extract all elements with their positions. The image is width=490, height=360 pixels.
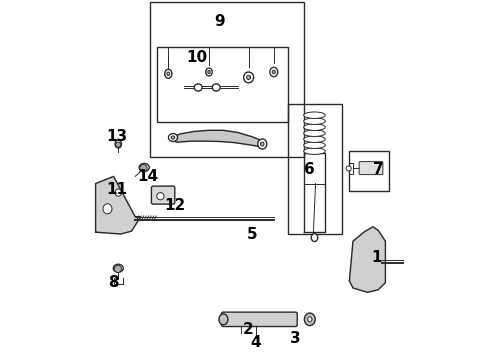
- Circle shape: [157, 193, 164, 200]
- Bar: [349, 151, 389, 191]
- Ellipse shape: [304, 118, 325, 125]
- Ellipse shape: [304, 148, 325, 154]
- Text: 5: 5: [247, 226, 258, 242]
- Text: 14: 14: [137, 169, 158, 184]
- Ellipse shape: [244, 72, 254, 83]
- Ellipse shape: [103, 204, 112, 214]
- Ellipse shape: [272, 70, 275, 74]
- FancyBboxPatch shape: [221, 312, 297, 327]
- Circle shape: [114, 265, 122, 273]
- Ellipse shape: [304, 112, 325, 118]
- Ellipse shape: [304, 124, 325, 130]
- Ellipse shape: [311, 234, 318, 242]
- Ellipse shape: [304, 130, 325, 136]
- Text: 7: 7: [373, 162, 384, 177]
- Ellipse shape: [346, 166, 351, 171]
- Ellipse shape: [219, 314, 228, 325]
- Ellipse shape: [115, 140, 122, 148]
- Text: 12: 12: [164, 198, 185, 213]
- Circle shape: [140, 165, 147, 172]
- Ellipse shape: [246, 75, 250, 80]
- FancyBboxPatch shape: [359, 162, 383, 175]
- Text: 1: 1: [371, 250, 382, 265]
- Bar: [149, 2, 304, 157]
- Ellipse shape: [308, 317, 312, 322]
- Ellipse shape: [167, 72, 170, 76]
- Ellipse shape: [115, 189, 122, 196]
- Ellipse shape: [169, 134, 177, 141]
- Text: 4: 4: [250, 335, 261, 350]
- Text: 3: 3: [290, 331, 301, 346]
- Circle shape: [116, 142, 121, 147]
- Text: 2: 2: [243, 322, 254, 337]
- Ellipse shape: [304, 142, 325, 148]
- Ellipse shape: [270, 67, 278, 77]
- Ellipse shape: [171, 136, 175, 139]
- Text: 10: 10: [186, 50, 207, 65]
- Ellipse shape: [261, 142, 264, 146]
- Polygon shape: [96, 176, 141, 234]
- Ellipse shape: [258, 139, 267, 149]
- Text: 8: 8: [108, 275, 119, 290]
- Polygon shape: [170, 130, 267, 147]
- Polygon shape: [349, 227, 386, 292]
- Ellipse shape: [165, 69, 172, 78]
- Ellipse shape: [206, 68, 212, 76]
- Ellipse shape: [208, 71, 210, 74]
- Ellipse shape: [212, 84, 220, 91]
- Ellipse shape: [194, 84, 202, 91]
- Ellipse shape: [304, 313, 315, 325]
- Ellipse shape: [113, 264, 123, 272]
- Ellipse shape: [304, 136, 325, 143]
- Bar: [288, 104, 342, 234]
- FancyBboxPatch shape: [151, 186, 175, 204]
- Ellipse shape: [139, 163, 149, 171]
- Text: 6: 6: [304, 162, 315, 177]
- Bar: [157, 47, 288, 122]
- Text: 11: 11: [107, 181, 128, 197]
- Text: 13: 13: [107, 129, 128, 144]
- Text: 9: 9: [215, 14, 225, 29]
